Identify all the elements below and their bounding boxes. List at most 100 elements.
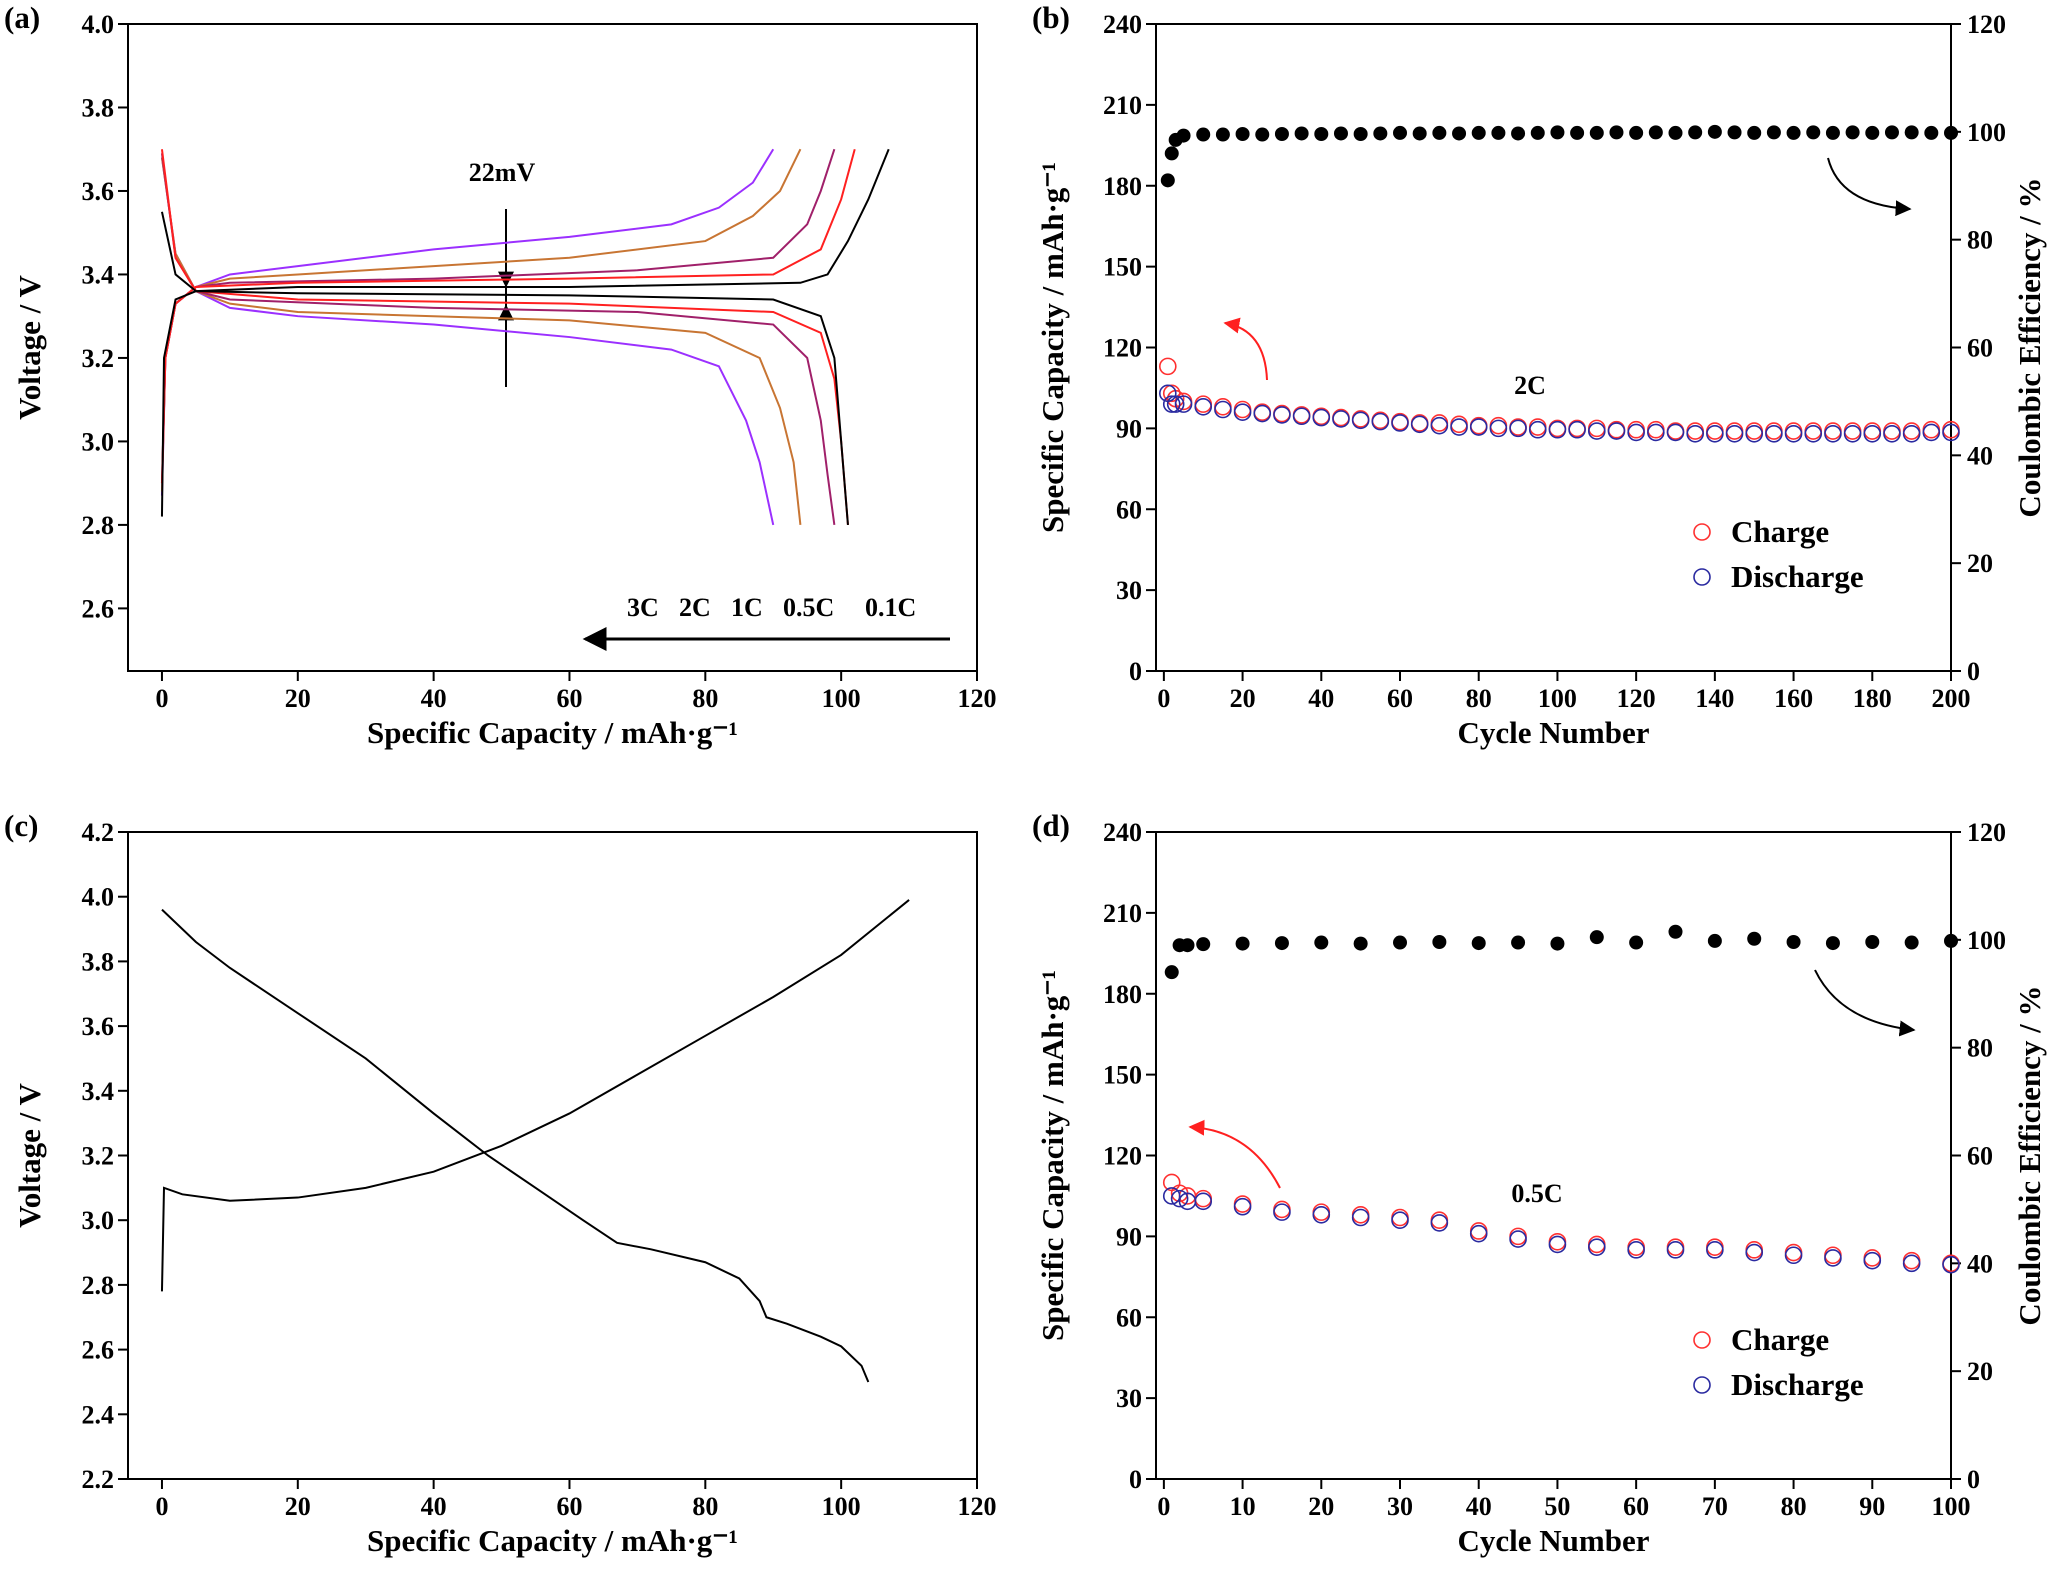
x-tick-label: 80 [1466, 684, 1492, 713]
y-tick-label: 3.6 [82, 177, 115, 206]
data-point [1273, 406, 1291, 424]
y2-tick-label: 40 [1967, 1249, 1993, 1278]
data-point [1568, 419, 1586, 438]
data-point [1745, 424, 1764, 443]
data-point [1627, 423, 1645, 442]
data-point [1430, 416, 1449, 435]
x-tick-label: 0 [1157, 1492, 1170, 1521]
y-tick-label: 3.2 [82, 1142, 115, 1171]
data-point [1410, 414, 1429, 432]
y-tick-label: 3.8 [82, 93, 115, 122]
x-axis-label: Cycle Number [1458, 1523, 1650, 1558]
x-tick-label: 50 [1544, 1492, 1570, 1521]
x-tick-label: 160 [1774, 684, 1813, 713]
data-point [1825, 125, 1840, 140]
y2-tick-label: 60 [1967, 1142, 1993, 1171]
data-point [1176, 128, 1191, 143]
data-point [1629, 935, 1644, 950]
data-point [1784, 1246, 1803, 1265]
y-tick-label: 3.4 [82, 260, 115, 289]
x-tick-label: 80 [692, 684, 718, 713]
data-point [1668, 924, 1683, 939]
x-tick-label: 60 [556, 684, 582, 713]
data-point [1707, 124, 1722, 139]
data-point [1432, 125, 1447, 140]
y2-axis-label: Coulombic Efficiency / % [2012, 177, 2047, 517]
data-point [1587, 422, 1606, 440]
data-point [1568, 420, 1586, 439]
x-tick-label: 40 [421, 1492, 447, 1521]
data-point [1845, 125, 1860, 140]
legend-label: Discharge [1731, 1367, 1864, 1402]
y-tick-label: 180 [1103, 980, 1142, 1009]
data-point [1647, 423, 1665, 442]
data-point [1469, 416, 1488, 435]
data-point [1410, 415, 1429, 434]
data-point [1314, 126, 1329, 141]
data-point [1530, 125, 1545, 140]
data-point [1863, 424, 1882, 443]
data-point [1766, 125, 1781, 140]
data-point [1707, 933, 1722, 948]
data-point [1164, 146, 1179, 161]
data-point [1924, 125, 1939, 140]
data-point [1589, 930, 1604, 945]
data-point [1706, 1241, 1724, 1259]
data-point [1312, 407, 1331, 426]
data-point [1883, 424, 1901, 443]
x-tick-label: 80 [692, 1492, 718, 1521]
data-point [1162, 384, 1181, 403]
x-tick-label: 180 [1853, 684, 1892, 713]
data-point [1274, 936, 1289, 951]
legend-marker [1693, 1376, 1711, 1394]
x-tick-label: 40 [421, 684, 447, 713]
data-point [1843, 424, 1862, 443]
y-tick-label: 3.6 [82, 1012, 115, 1041]
y2-tick-label: 80 [1967, 226, 1993, 255]
data-point [1865, 934, 1880, 949]
data-point [1745, 1243, 1764, 1262]
axis-arrow [1814, 969, 1916, 1037]
data-point [1511, 935, 1526, 950]
legend-label: 0.1C [865, 593, 916, 622]
series-line [160, 148, 802, 526]
data-point [1806, 125, 1821, 140]
legend-label: Discharge [1731, 559, 1864, 594]
data-point [1765, 424, 1783, 443]
data-point [1332, 410, 1350, 428]
y-tick-label: 4.0 [82, 10, 115, 39]
data-point [1944, 933, 1958, 948]
data-point [1292, 406, 1311, 424]
y2-tick-label: 20 [1967, 1357, 1993, 1386]
y-tick-label: 90 [1116, 1222, 1142, 1251]
legend-label: 1C [731, 593, 763, 622]
x-tick-label: 120 [958, 1492, 997, 1521]
y-tick-label: 150 [1103, 253, 1142, 282]
x-tick-label: 60 [1387, 684, 1413, 713]
series-line [160, 148, 775, 526]
x-tick-label: 0 [1157, 684, 1170, 713]
y-tick-label: 0 [1129, 657, 1142, 686]
data-point [1353, 936, 1368, 951]
panel-label: (d) [1032, 808, 1070, 843]
data-point [1548, 420, 1567, 439]
x-tick-label: 120 [958, 684, 997, 713]
x-tick-label: 60 [1623, 1492, 1649, 1521]
data-point [1393, 125, 1408, 140]
y-tick-label: 60 [1116, 1303, 1142, 1332]
data-point [1233, 403, 1252, 422]
data-point [1904, 935, 1919, 950]
y-tick-label: 0 [1129, 1465, 1142, 1494]
series-line [161, 908, 870, 1383]
y2-tick-label: 80 [1967, 1034, 1993, 1063]
data-point [1430, 1214, 1449, 1232]
legend-label: 2C [679, 593, 711, 622]
data-point [1589, 125, 1604, 140]
data-point [1353, 126, 1368, 141]
y-tick-label: 30 [1116, 1384, 1142, 1413]
data-point [1944, 125, 1958, 140]
y2-tick-label: 60 [1967, 334, 1993, 363]
data-point [1333, 126, 1348, 141]
y-tick-label: 240 [1103, 818, 1142, 847]
data-point [1274, 126, 1289, 141]
